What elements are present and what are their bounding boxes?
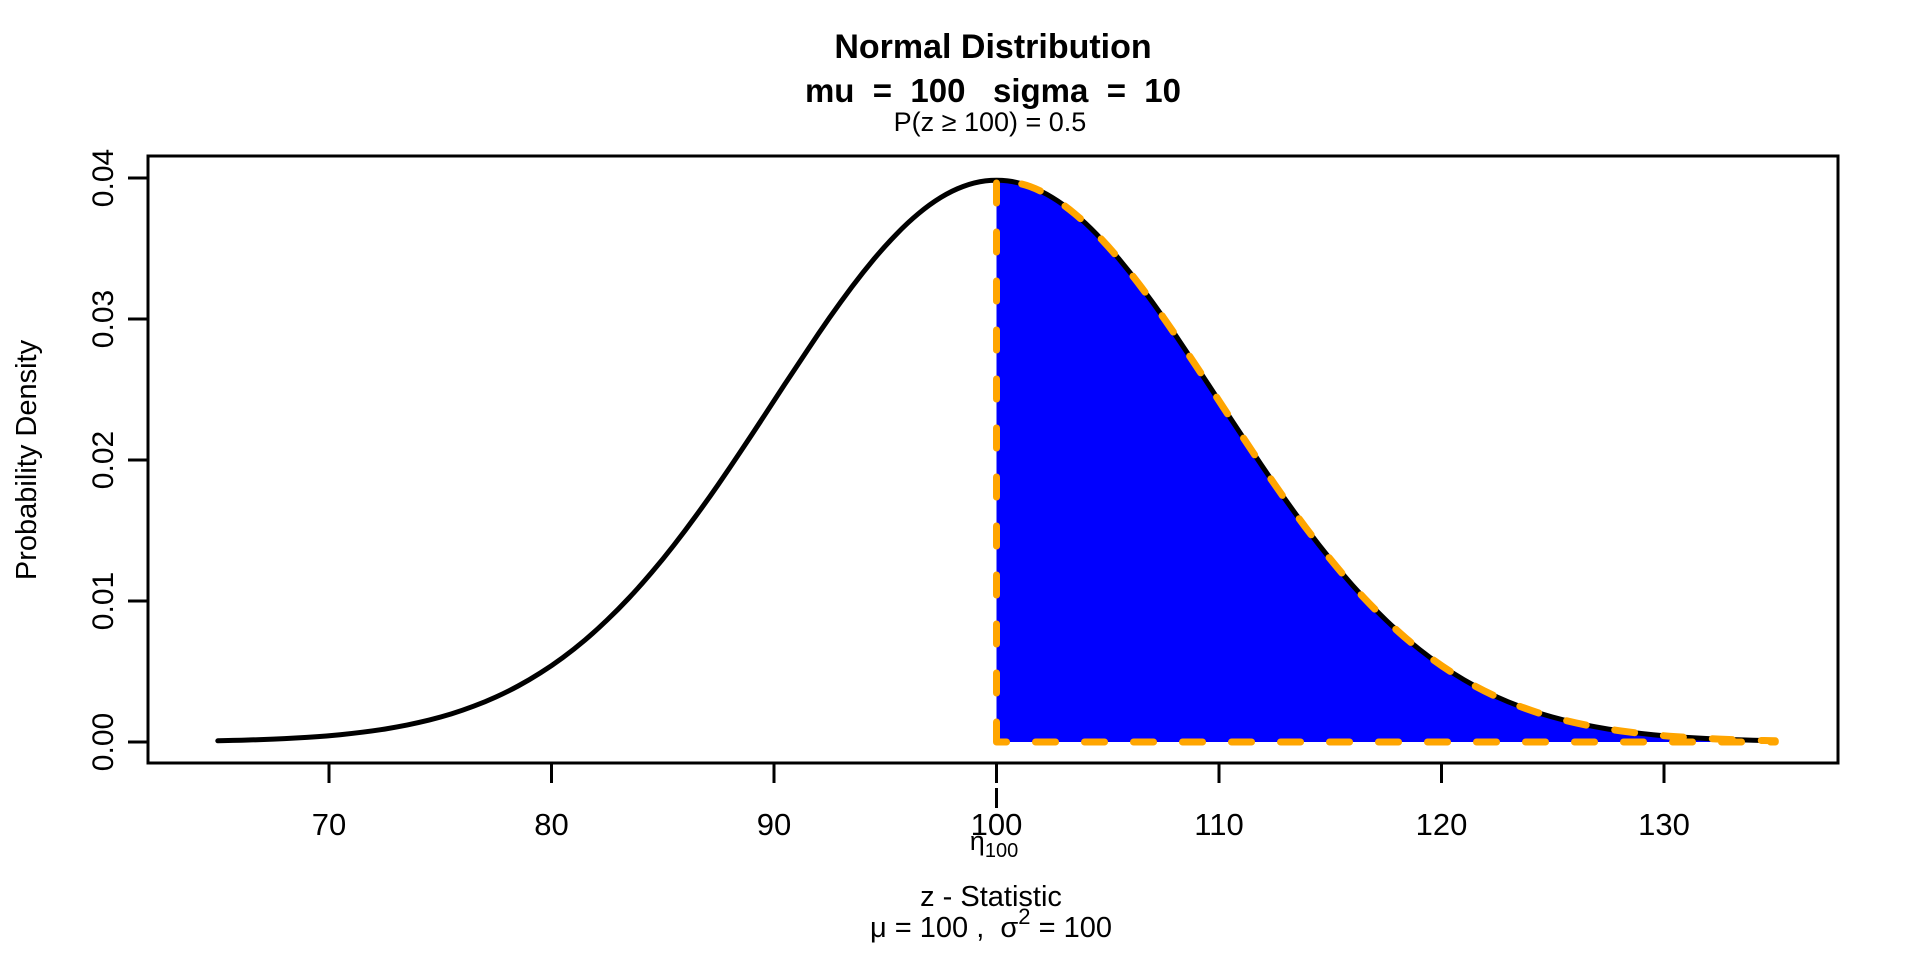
x-axis-tick-label: 110 [1194,807,1243,842]
x-axis-tick-label: 80 [534,807,568,842]
chart-title: Normal Distribution [834,28,1151,66]
y-axis-tick-label: 0.03 [87,290,120,348]
y-axis-tick-label: 0.01 [87,572,120,630]
threshold-label-sub: 100 [985,840,1018,862]
chart-subtitle: mu = 100 sigma = 10 [805,72,1181,109]
x-axis-title: z - Statistic [920,881,1062,913]
x-axis-tick-label: 90 [757,807,791,842]
plot-box [146,154,1840,765]
probability-annotation: P(z ≥ 100) = 0.5 [894,107,1087,137]
x-axis-tick-label: 120 [1416,807,1468,842]
variance-note-prefix: μ = 100 , σ [870,912,1018,944]
y-axis-tick-label: 0.00 [87,713,120,771]
plot-layer: 70 80 90 100 110 120 130 0.00 0.01 0.02 0.03 0.04 [87,149,1779,842]
shaded-area-border [993,176,1779,746]
x-axis-tick-label: 100 [971,807,1023,842]
y-axis-tick-label: 0.04 [87,149,120,207]
variance-note: μ = 100 , σ2 = 100 [870,904,1112,944]
x-axis-tick-label: 70 [312,807,346,842]
threshold-tick-label: η100 [970,826,1018,862]
threshold-label-base: η [970,826,985,856]
y-axis-tick-label: 0.02 [87,431,120,489]
variance-note-sup: 2 [1018,904,1030,929]
x-axis-tick-label: 130 [1638,807,1690,842]
variance-note-suffix: = 100 [1031,912,1112,944]
shaded-area [996,179,1776,742]
y-axis-title: Probability Density [11,339,43,580]
